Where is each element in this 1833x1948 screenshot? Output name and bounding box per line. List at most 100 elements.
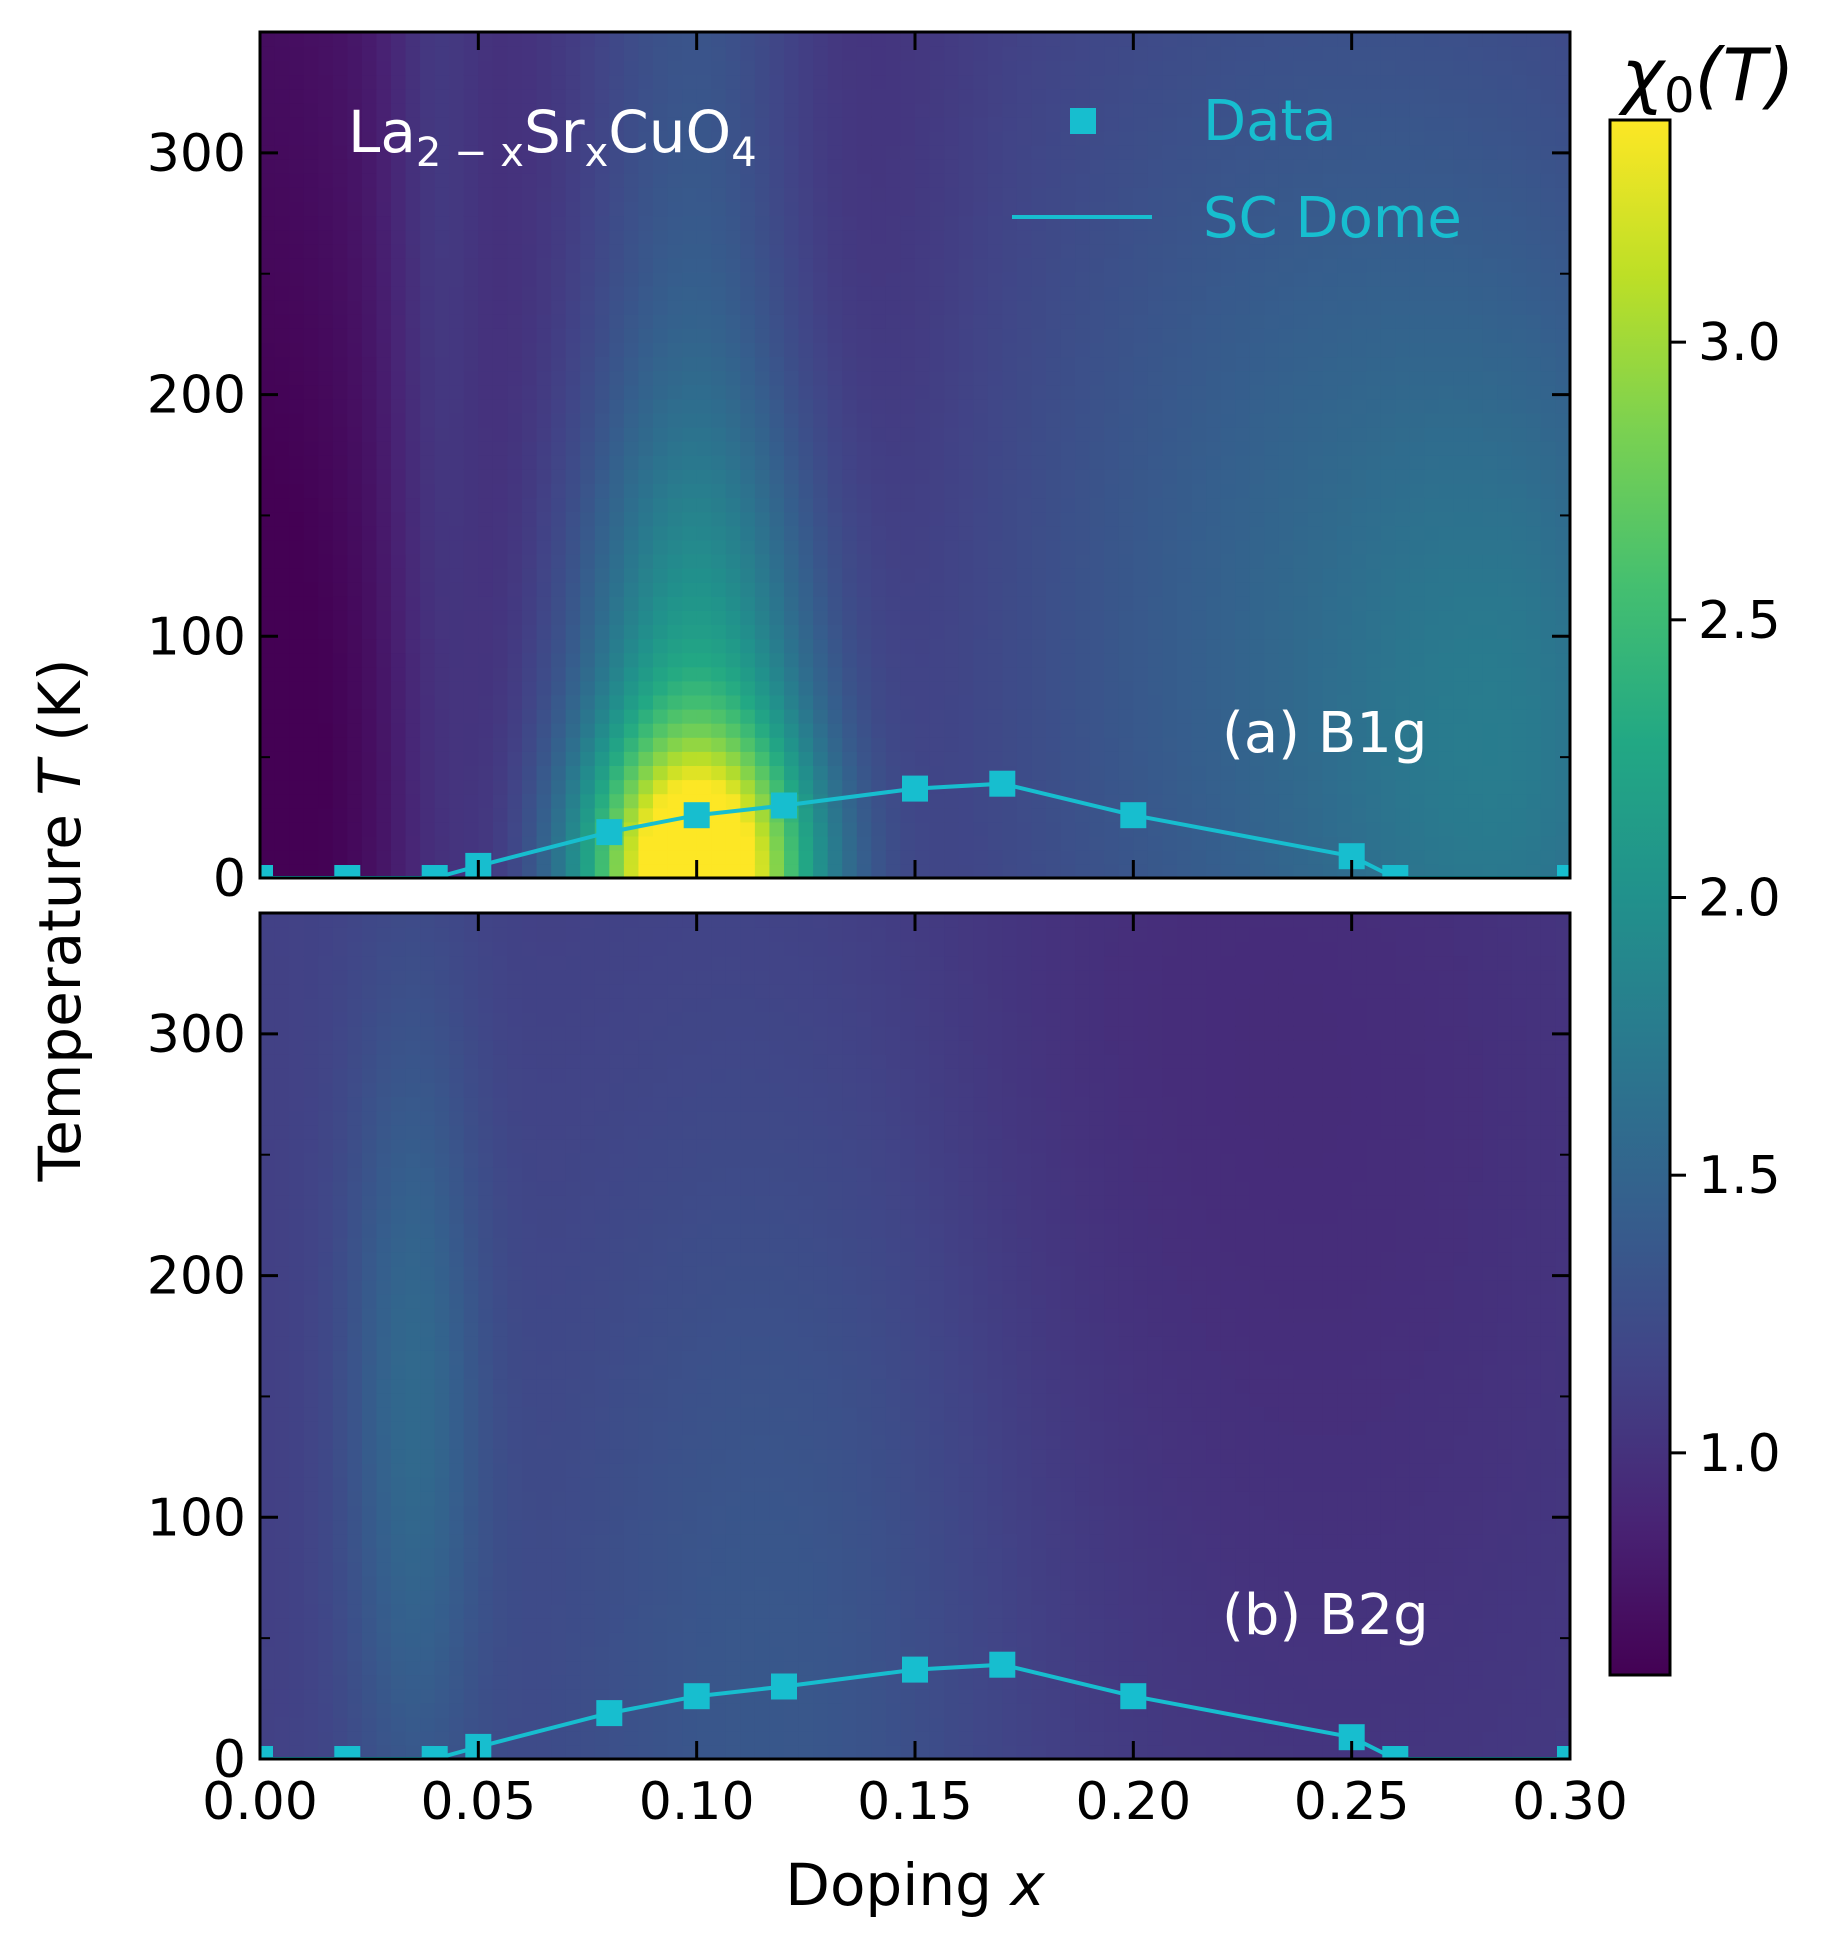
heatmap-cell bbox=[274, 708, 290, 724]
heatmap-cell bbox=[1002, 793, 1018, 809]
heatmap-cell bbox=[1031, 722, 1047, 738]
heatmap-cell bbox=[856, 384, 873, 400]
heatmap-cell bbox=[1031, 737, 1047, 752]
heatmap-cell bbox=[1235, 342, 1251, 358]
heatmap-cell bbox=[725, 229, 742, 245]
heatmap-cell bbox=[332, 229, 349, 245]
heatmap-cell bbox=[696, 370, 713, 386]
heatmap-cell bbox=[1395, 737, 1411, 752]
heatmap-cell bbox=[1104, 722, 1120, 738]
heatmap-cell bbox=[813, 483, 829, 499]
heatmap-cell bbox=[813, 581, 829, 597]
heatmap-cell bbox=[1235, 173, 1251, 188]
heatmap-cell bbox=[1235, 370, 1251, 386]
heatmap-cell bbox=[332, 483, 349, 499]
heatmap-cell bbox=[594, 384, 611, 400]
heatmap-cell bbox=[711, 455, 727, 470]
heatmap-cell bbox=[1424, 849, 1440, 865]
heatmap-cell bbox=[303, 187, 320, 202]
heatmap-cell bbox=[420, 751, 436, 766]
heatmap-cell bbox=[1395, 610, 1411, 625]
heatmap-cell bbox=[594, 398, 611, 414]
heatmap-cell bbox=[609, 849, 625, 865]
heatmap-cell bbox=[813, 173, 829, 188]
heatmap-cell bbox=[434, 708, 451, 724]
heatmap-cell bbox=[565, 722, 582, 738]
heatmap-cell bbox=[289, 257, 305, 273]
heatmap-cell bbox=[1453, 469, 1469, 484]
heatmap-cell bbox=[885, 680, 902, 696]
heatmap-cell bbox=[987, 793, 1004, 809]
heatmap-cell bbox=[551, 32, 567, 47]
heatmap-cell bbox=[1424, 455, 1440, 470]
heatmap-cell bbox=[260, 793, 276, 809]
heatmap-cell bbox=[1104, 581, 1120, 597]
heatmap-cell bbox=[769, 483, 785, 499]
heatmap-cell bbox=[1453, 624, 1469, 640]
heatmap-cell bbox=[871, 130, 887, 146]
heatmap-cell bbox=[696, 863, 713, 878]
heatmap-cell bbox=[1060, 314, 1076, 329]
heatmap-cell bbox=[1308, 525, 1324, 541]
heatmap-cell bbox=[376, 356, 392, 372]
heatmap-cell bbox=[1395, 201, 1411, 217]
heatmap-cell bbox=[1147, 102, 1164, 118]
heatmap-cell bbox=[915, 328, 931, 343]
heatmap-cell bbox=[1177, 652, 1193, 668]
heatmap-cell bbox=[929, 835, 945, 851]
heatmap-cell bbox=[1046, 751, 1062, 766]
heatmap-cell bbox=[682, 46, 698, 61]
heatmap-cell bbox=[885, 440, 902, 456]
heatmap-cell bbox=[900, 497, 916, 513]
heatmap-cell bbox=[1409, 807, 1426, 823]
heatmap-cell bbox=[1439, 342, 1455, 358]
heatmap-cell bbox=[1380, 497, 1397, 513]
heatmap-cell bbox=[769, 32, 785, 47]
heatmap-cell bbox=[318, 821, 334, 837]
heatmap-cell bbox=[1191, 694, 1207, 710]
heatmap-cell bbox=[667, 680, 683, 696]
heatmap-cell bbox=[1046, 384, 1062, 400]
heatmap-cell bbox=[449, 144, 465, 160]
heatmap-cell bbox=[871, 694, 887, 710]
heatmap-cell bbox=[827, 821, 844, 837]
heatmap-cell bbox=[754, 158, 771, 174]
heatmap-cell bbox=[1439, 610, 1455, 625]
heatmap-cell bbox=[405, 426, 421, 442]
heatmap-cell bbox=[1133, 229, 1149, 245]
heatmap-cell bbox=[434, 370, 451, 386]
heatmap-cell bbox=[1351, 88, 1368, 104]
heatmap-cell bbox=[929, 384, 945, 400]
heatmap-cell bbox=[580, 215, 596, 231]
heatmap-cell bbox=[594, 497, 611, 513]
heatmap-cell bbox=[754, 821, 771, 837]
heatmap-cell bbox=[1308, 610, 1324, 625]
heatmap-cell bbox=[376, 694, 392, 710]
heatmap-cell bbox=[900, 807, 916, 823]
heatmap-cell bbox=[667, 314, 683, 329]
heatmap-cell bbox=[551, 751, 567, 766]
heatmap-cell bbox=[361, 370, 378, 386]
heatmap-cell bbox=[871, 60, 887, 76]
heatmap-cell bbox=[1249, 694, 1266, 710]
heatmap-cell bbox=[1147, 624, 1164, 640]
heatmap-cell bbox=[522, 257, 538, 273]
heatmap-cell bbox=[740, 567, 756, 583]
heatmap-cell bbox=[449, 765, 465, 781]
heatmap-cell bbox=[900, 201, 916, 217]
heatmap-cell bbox=[1002, 469, 1018, 484]
heatmap-cell bbox=[580, 694, 596, 710]
heatmap-cell bbox=[1278, 793, 1295, 809]
heatmap-cell bbox=[653, 511, 669, 527]
heatmap-cell bbox=[565, 539, 582, 555]
heatmap-cell bbox=[1322, 257, 1338, 273]
heatmap-cell bbox=[1453, 807, 1469, 823]
heatmap-cell bbox=[1366, 694, 1382, 710]
heatmap-cell bbox=[594, 426, 611, 442]
heatmap-cell bbox=[1031, 328, 1047, 343]
heatmap-cell bbox=[1031, 751, 1047, 766]
heatmap-cell bbox=[813, 751, 829, 766]
heatmap-cell bbox=[973, 412, 989, 428]
heatmap-cell bbox=[842, 455, 858, 470]
